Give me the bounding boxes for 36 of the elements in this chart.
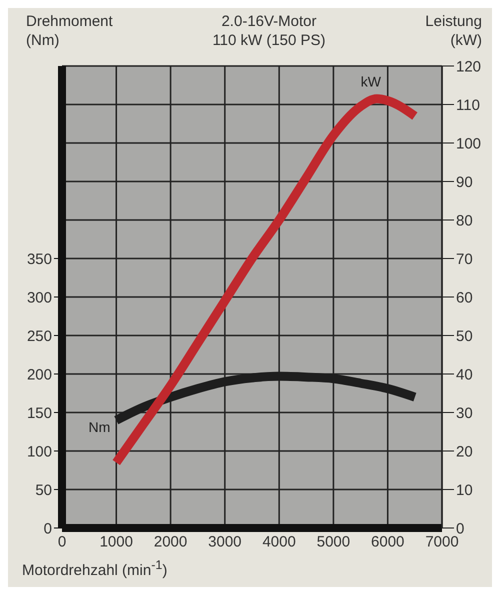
x-tick-label: 5000 (316, 534, 350, 551)
y2-tick-label: 80 (456, 212, 473, 230)
y2-tick-label: 100 (456, 135, 482, 152)
x-tick-label: 2000 (154, 534, 188, 551)
series-label: Nm (88, 419, 110, 436)
y2-tick-label: 10 (456, 482, 473, 499)
x-tick-label: 1000 (100, 534, 133, 551)
y-tick-label: 150 (26, 404, 52, 422)
chart-title: 2.0-16V-Motor (221, 13, 317, 30)
x-tick-label: 0 (58, 534, 66, 551)
y2-tick-label: 50 (456, 328, 473, 345)
y-tick-label: 350 (26, 250, 52, 268)
x-tick-label: 4000 (262, 534, 296, 551)
y-tick-label: 200 (26, 366, 52, 384)
x-tick-label: 7000 (425, 534, 459, 551)
y2-tick-label: 20 (456, 443, 473, 460)
y2-tick-label: 30 (456, 404, 473, 422)
y-tick-label: 300 (26, 289, 52, 306)
y-tick-label: 100 (26, 443, 52, 460)
x-axis-title: Motordrehzahl (min$^{-1}$) (21, 557, 168, 581)
y-tick-label: 50 (35, 482, 52, 499)
x-tick-label: 3000 (208, 534, 242, 551)
y2-tick-label: 60 (456, 289, 473, 306)
y2-axis-title: Leistung (kW) (425, 12, 482, 51)
y-tick-label: 0 (44, 520, 52, 538)
y2-tick-label: 90 (456, 174, 473, 191)
chart-subtitle: 110 kW (150 PS) (212, 32, 326, 49)
y-axis-title: Drehmoment (Nm) (26, 12, 113, 51)
y2-tick-label: 70 (456, 250, 473, 268)
y2-tick-label: 120 (456, 58, 482, 76)
y2-tick-label: 0 (456, 520, 464, 538)
y-tick-label: 250 (26, 328, 52, 345)
y2-tick-label: 110 (456, 96, 480, 114)
x-tick-label: 6000 (371, 534, 404, 551)
y2-tick-label: 40 (456, 366, 473, 384)
series-label: kW (360, 74, 382, 90)
